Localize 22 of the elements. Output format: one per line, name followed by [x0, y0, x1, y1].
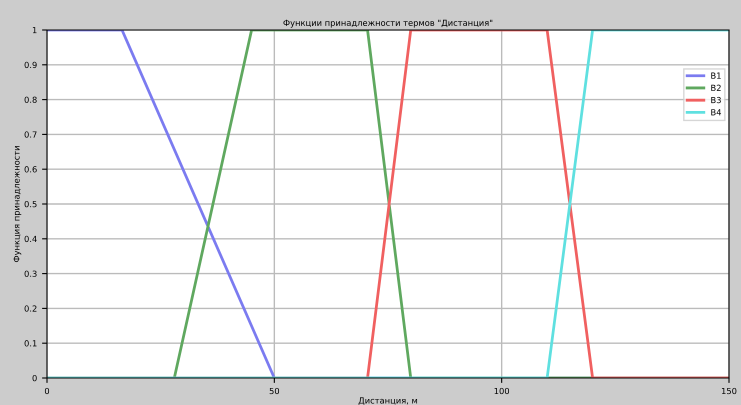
legend-label: В2: [711, 84, 721, 91]
legend-label: В1: [711, 72, 721, 79]
y-tick-label: 0.8: [24, 96, 37, 103]
y-tick-label: 0.5: [24, 200, 37, 208]
y-tick-label: 0.4: [24, 236, 37, 242]
y-tick-label: 0.1: [24, 340, 37, 346]
legend-label: В3: [711, 96, 721, 104]
y-tick-label: 0.2: [24, 305, 36, 312]
y-tick-label: 0: [32, 374, 37, 382]
x-tick-label: 100: [494, 388, 510, 394]
y-tick-label: 0.9: [24, 62, 37, 68]
x-tick-label: 50: [270, 388, 280, 394]
x-tick-label: 0: [44, 388, 50, 394]
y-tick-label: 1: [32, 27, 37, 34]
x-tick-label: 150: [722, 388, 736, 394]
y-tick-label: 0.3: [24, 270, 37, 277]
x-axis-title: Дистанция, м: [358, 397, 418, 405]
y-axis-title: Функция принадлежности: [13, 146, 22, 262]
y-tick-label: 0.6: [24, 166, 37, 172]
legend-label: В4: [711, 109, 722, 116]
chart-title: Функции принадлежности термов "Дистанция": [283, 20, 492, 28]
y-tick-label: 0.7: [24, 131, 37, 138]
